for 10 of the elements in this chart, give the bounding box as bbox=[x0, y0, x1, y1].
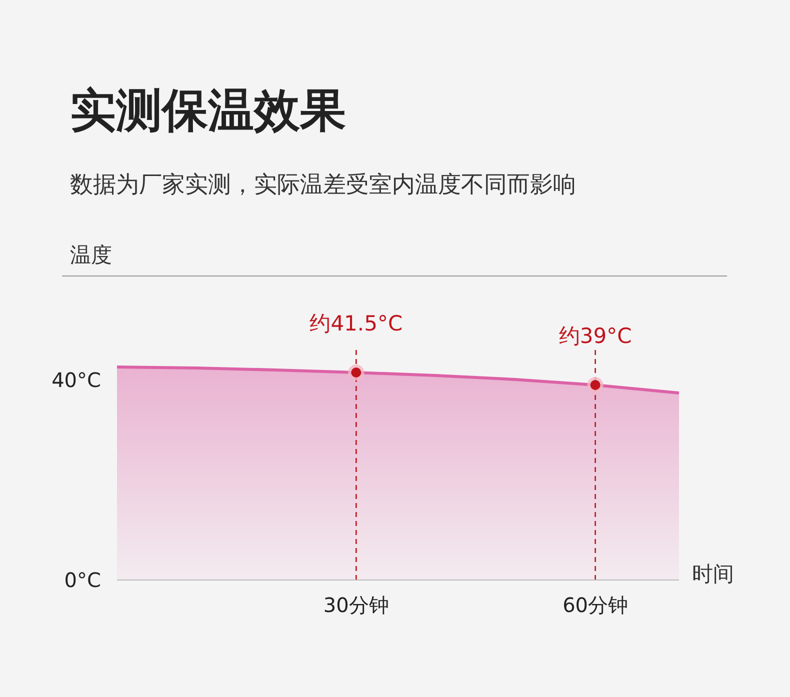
x-tick-label: 30分钟 bbox=[323, 593, 389, 617]
y-axis-title: 温度 bbox=[70, 243, 112, 267]
x-axis-title: 时间 bbox=[692, 562, 734, 586]
y-tick-label: 0°C bbox=[64, 568, 101, 592]
x-tick-label: 60分钟 bbox=[562, 593, 628, 617]
chart-title: 实测保温效果 bbox=[70, 83, 346, 137]
data-label: 约41.5°C bbox=[310, 312, 403, 336]
chart-subtitle: 数据为厂家实测，实际温差受室内温度不同而影响 bbox=[70, 172, 576, 198]
data-label: 约39°C bbox=[558, 324, 632, 348]
y-tick-label: 40°C bbox=[52, 368, 101, 392]
